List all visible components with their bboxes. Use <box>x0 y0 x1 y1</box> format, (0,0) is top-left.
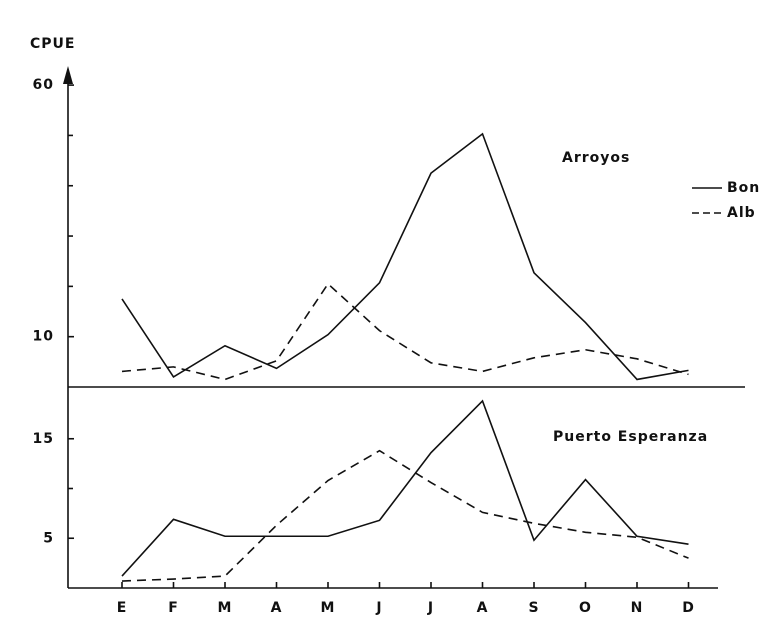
x-tick-label: M <box>218 600 233 616</box>
x-tick-label: F <box>168 600 179 616</box>
panel-label: Puerto Esperanza <box>553 429 708 445</box>
y-axis-title: CPUE <box>30 36 75 52</box>
x-tick-label: S <box>528 600 539 616</box>
x-tick-label: M <box>321 600 336 616</box>
series-line <box>121 399 689 577</box>
x-tick-label: D <box>682 600 695 616</box>
x-tick-label: J <box>375 600 382 616</box>
x-tick-label: E <box>117 600 128 616</box>
y-tick-label: 5 <box>43 530 54 546</box>
x-tick-label: A <box>271 600 283 616</box>
series-line <box>121 132 689 381</box>
panel-label: Arroyos <box>562 150 630 166</box>
axis-arrow <box>63 66 73 84</box>
series-line <box>121 449 689 582</box>
legend-label: Bon <box>727 180 760 196</box>
x-tick-label: O <box>579 600 592 616</box>
x-tick-label: J <box>427 600 434 616</box>
x-tick-label: A <box>477 600 489 616</box>
y-tick-label: 15 <box>33 431 54 447</box>
legend-label: Alb <box>727 205 756 221</box>
y-tick-label: 10 <box>33 329 54 345</box>
series-line <box>121 282 689 381</box>
y-tick-label: 60 <box>33 77 54 93</box>
x-tick-label: N <box>631 600 644 616</box>
